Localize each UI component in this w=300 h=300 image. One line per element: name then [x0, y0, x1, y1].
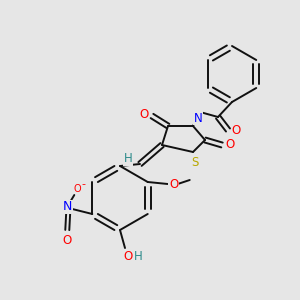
Text: N: N [63, 200, 72, 214]
Text: O: O [63, 233, 72, 247]
Text: S: S [191, 155, 199, 169]
Text: N: N [194, 112, 202, 124]
Text: O: O [123, 250, 133, 263]
Text: H: H [124, 152, 132, 166]
Text: O: O [169, 178, 178, 190]
Text: O: O [140, 109, 148, 122]
Text: -: - [81, 179, 85, 189]
Text: O: O [74, 184, 81, 194]
Text: H: H [134, 250, 142, 263]
Text: O: O [231, 124, 241, 137]
Text: O: O [225, 139, 235, 152]
